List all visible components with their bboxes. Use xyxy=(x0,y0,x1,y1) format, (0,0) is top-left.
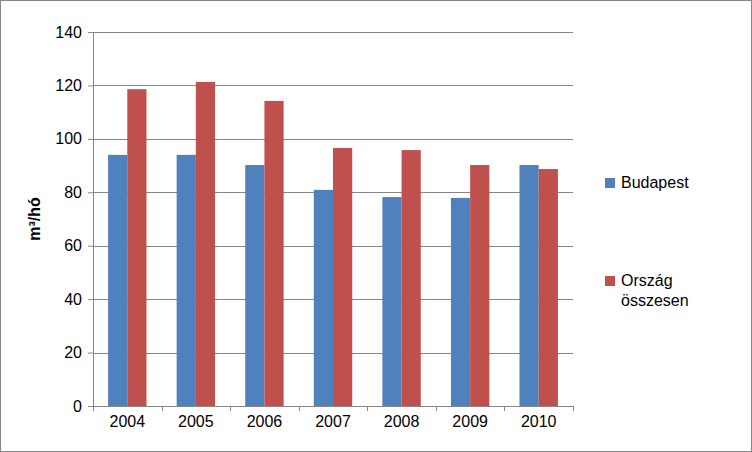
bar xyxy=(245,165,264,406)
x-axis-line xyxy=(94,406,574,407)
y-tick: 20 xyxy=(64,344,93,361)
chart-border xyxy=(1,1,752,452)
y-tick-mark xyxy=(88,406,93,407)
bar xyxy=(196,82,215,406)
grid-line xyxy=(93,406,573,407)
bar xyxy=(177,155,196,406)
y-tick-mark xyxy=(88,32,93,33)
grid-line xyxy=(93,139,573,140)
x-tick: 2008 xyxy=(384,406,420,430)
bar xyxy=(314,190,333,406)
x-separators xyxy=(94,406,574,411)
y-tick: 80 xyxy=(64,184,93,201)
bars xyxy=(108,82,558,406)
x-separator xyxy=(573,406,574,411)
bar xyxy=(520,165,539,406)
x-tick: 2005 xyxy=(178,406,214,430)
bar xyxy=(470,165,489,406)
legend-label: Budapest xyxy=(621,174,689,191)
y-tick: 0 xyxy=(73,398,93,415)
y-tick-mark xyxy=(88,246,93,247)
bar-series xyxy=(108,155,539,406)
grid xyxy=(93,33,573,407)
bar xyxy=(402,150,421,406)
bar-series xyxy=(127,82,558,406)
bar xyxy=(382,197,401,406)
bar xyxy=(451,198,470,406)
y-tick-mark xyxy=(88,353,93,354)
x-tick-label: 2010 xyxy=(521,413,557,430)
legend-swatch xyxy=(605,276,615,286)
plot: 0204060801001201402004200520062007200820… xyxy=(55,24,573,431)
bar xyxy=(264,101,283,406)
x-tick: 2010 xyxy=(521,406,557,430)
y-tick-label: 40 xyxy=(64,291,82,308)
legend-swatch xyxy=(605,178,615,188)
x-tick-label: 2004 xyxy=(109,413,145,430)
x-tick: 2006 xyxy=(247,406,283,430)
x-tick-label: 2005 xyxy=(178,413,214,430)
y-tick-mark xyxy=(88,139,93,140)
y-tick: 140 xyxy=(55,24,93,41)
y-tick: 40 xyxy=(64,291,93,308)
y-tick-label: 140 xyxy=(55,24,82,41)
x-separator xyxy=(93,406,94,411)
y-tick-mark xyxy=(88,192,93,193)
x-separator xyxy=(299,406,300,411)
y-tick-label: 0 xyxy=(73,398,82,415)
x-separator xyxy=(367,406,368,411)
grid-line xyxy=(93,85,573,86)
x-tick-label: 2006 xyxy=(247,413,283,430)
grid-line xyxy=(93,32,573,33)
y-axis-title: m³/hó xyxy=(26,197,43,241)
y-tick: 60 xyxy=(64,237,93,254)
bar xyxy=(108,155,127,406)
x-tick: 2004 xyxy=(109,406,145,430)
x-tick-label: 2007 xyxy=(315,413,351,430)
x-tick-label: 2008 xyxy=(384,413,420,430)
x-separator xyxy=(162,406,163,411)
y-tick: 100 xyxy=(55,130,93,147)
x-separator xyxy=(436,406,437,411)
x-tick: 2009 xyxy=(452,406,488,430)
x-axis: 2004 2005 2006 2007 2008 2009 2010 xyxy=(94,406,574,430)
y-tick-label: 80 xyxy=(64,184,82,201)
x-tick: 2007 xyxy=(315,406,351,430)
bar xyxy=(333,148,352,406)
y-tick-label: 20 xyxy=(64,344,82,361)
x-separator xyxy=(504,406,505,411)
y-axis-line xyxy=(88,33,94,407)
bar xyxy=(127,89,146,406)
x-separator xyxy=(230,406,231,411)
y-tick: 120 xyxy=(55,77,93,94)
y-tick-label: 100 xyxy=(55,130,82,147)
chart: 0204060801001201402004200520062007200820… xyxy=(0,0,752,452)
legend-label: Országösszesen xyxy=(621,272,689,309)
y-tick-mark xyxy=(88,299,93,300)
bar xyxy=(539,169,558,406)
y-tick-label: 60 xyxy=(64,237,82,254)
legend: Budapest Országösszesen xyxy=(605,174,689,309)
y-tick-mark xyxy=(88,85,93,86)
y-axis: 0 20 40 60 80 100 120 140 xyxy=(55,24,93,415)
y-tick-label: 120 xyxy=(55,77,82,94)
x-tick-label: 2009 xyxy=(452,413,488,430)
